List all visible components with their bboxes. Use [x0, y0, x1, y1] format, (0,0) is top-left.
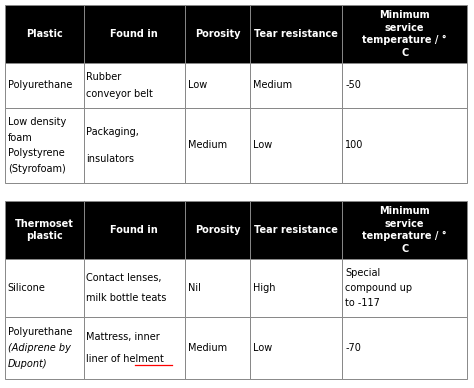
Text: liner of helment: liner of helment: [86, 354, 164, 364]
Text: Porosity: Porosity: [195, 29, 240, 39]
Text: compound up: compound up: [345, 283, 412, 293]
Text: Found in: Found in: [110, 29, 158, 39]
Text: Minimum
service
temperature / °
C: Minimum service temperature / ° C: [362, 10, 447, 58]
Text: Rubber: Rubber: [86, 73, 122, 83]
Bar: [250, 63, 342, 108]
Bar: [250, 5, 342, 63]
Bar: [250, 317, 342, 379]
Text: Plastic: Plastic: [26, 29, 63, 39]
Text: -70: -70: [345, 343, 361, 353]
Bar: [250, 201, 342, 259]
Text: Dupont): Dupont): [8, 359, 47, 369]
Text: conveyor belt: conveyor belt: [86, 88, 153, 99]
Text: milk bottle teats: milk bottle teats: [86, 293, 167, 303]
Bar: [185, 5, 250, 63]
Bar: [5, 317, 83, 379]
Text: Medium: Medium: [253, 80, 292, 90]
Text: Thermoset
plastic: Thermoset plastic: [15, 219, 74, 241]
Bar: [5, 259, 83, 317]
Text: 100: 100: [345, 140, 364, 151]
Text: foam: foam: [8, 133, 33, 143]
Text: Contact lenses,: Contact lenses,: [86, 273, 162, 282]
Text: Packaging,: Packaging,: [86, 127, 139, 137]
Text: Porosity: Porosity: [195, 225, 240, 235]
Bar: [5, 63, 83, 108]
Bar: [83, 5, 185, 63]
Bar: [342, 317, 467, 379]
Text: Polystyrene: Polystyrene: [8, 148, 64, 158]
Bar: [5, 108, 83, 183]
Bar: [83, 201, 185, 259]
Text: -50: -50: [345, 80, 361, 90]
Bar: [5, 201, 83, 259]
Text: Low density: Low density: [8, 117, 66, 127]
Bar: [83, 317, 185, 379]
Bar: [185, 317, 250, 379]
Text: Special: Special: [345, 268, 380, 278]
Text: insulators: insulators: [86, 154, 135, 164]
Text: Polyurethane: Polyurethane: [8, 327, 72, 337]
Bar: [185, 201, 250, 259]
Text: Silicone: Silicone: [8, 283, 46, 293]
Bar: [342, 259, 467, 317]
Bar: [185, 108, 250, 183]
Bar: [250, 108, 342, 183]
Bar: [342, 5, 467, 63]
Bar: [185, 259, 250, 317]
Text: (Adiprene by: (Adiprene by: [8, 343, 71, 353]
Text: Low: Low: [188, 80, 207, 90]
Text: Mattress, inner: Mattress, inner: [86, 332, 160, 342]
Bar: [342, 63, 467, 108]
Text: Nil: Nil: [188, 283, 201, 293]
Text: to -117: to -117: [345, 298, 380, 308]
Text: Medium: Medium: [188, 140, 227, 151]
Text: Minimum
service
temperature / °
C: Minimum service temperature / ° C: [362, 206, 447, 254]
Text: Tear resistance: Tear resistance: [254, 29, 338, 39]
Text: Tear resistance: Tear resistance: [254, 225, 338, 235]
Bar: [83, 108, 185, 183]
Bar: [342, 108, 467, 183]
Text: Found in: Found in: [110, 225, 158, 235]
Text: Polyurethane: Polyurethane: [8, 80, 72, 90]
Bar: [250, 259, 342, 317]
Text: Low: Low: [253, 343, 272, 353]
Bar: [342, 201, 467, 259]
Bar: [185, 63, 250, 108]
Text: High: High: [253, 283, 275, 293]
Text: (Styrofoam): (Styrofoam): [8, 164, 65, 174]
Bar: [5, 5, 83, 63]
Bar: [83, 259, 185, 317]
Text: Medium: Medium: [188, 343, 227, 353]
Bar: [83, 63, 185, 108]
Text: Low: Low: [253, 140, 272, 151]
